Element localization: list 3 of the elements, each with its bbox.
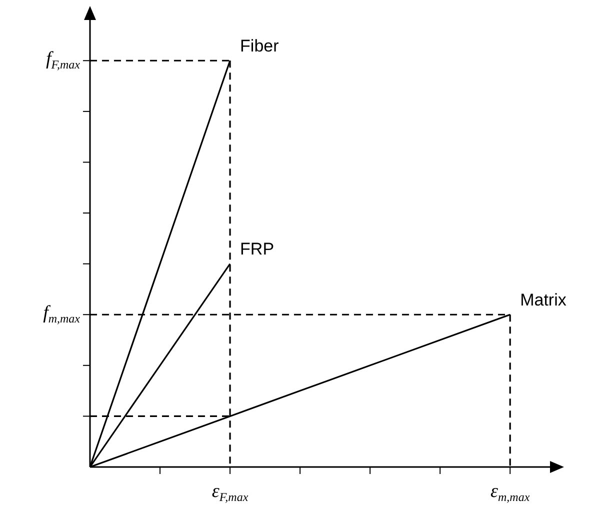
series-label: Matrix bbox=[520, 290, 567, 310]
series-label: FRP bbox=[240, 240, 274, 259]
series-label: Fiber bbox=[240, 36, 280, 56]
